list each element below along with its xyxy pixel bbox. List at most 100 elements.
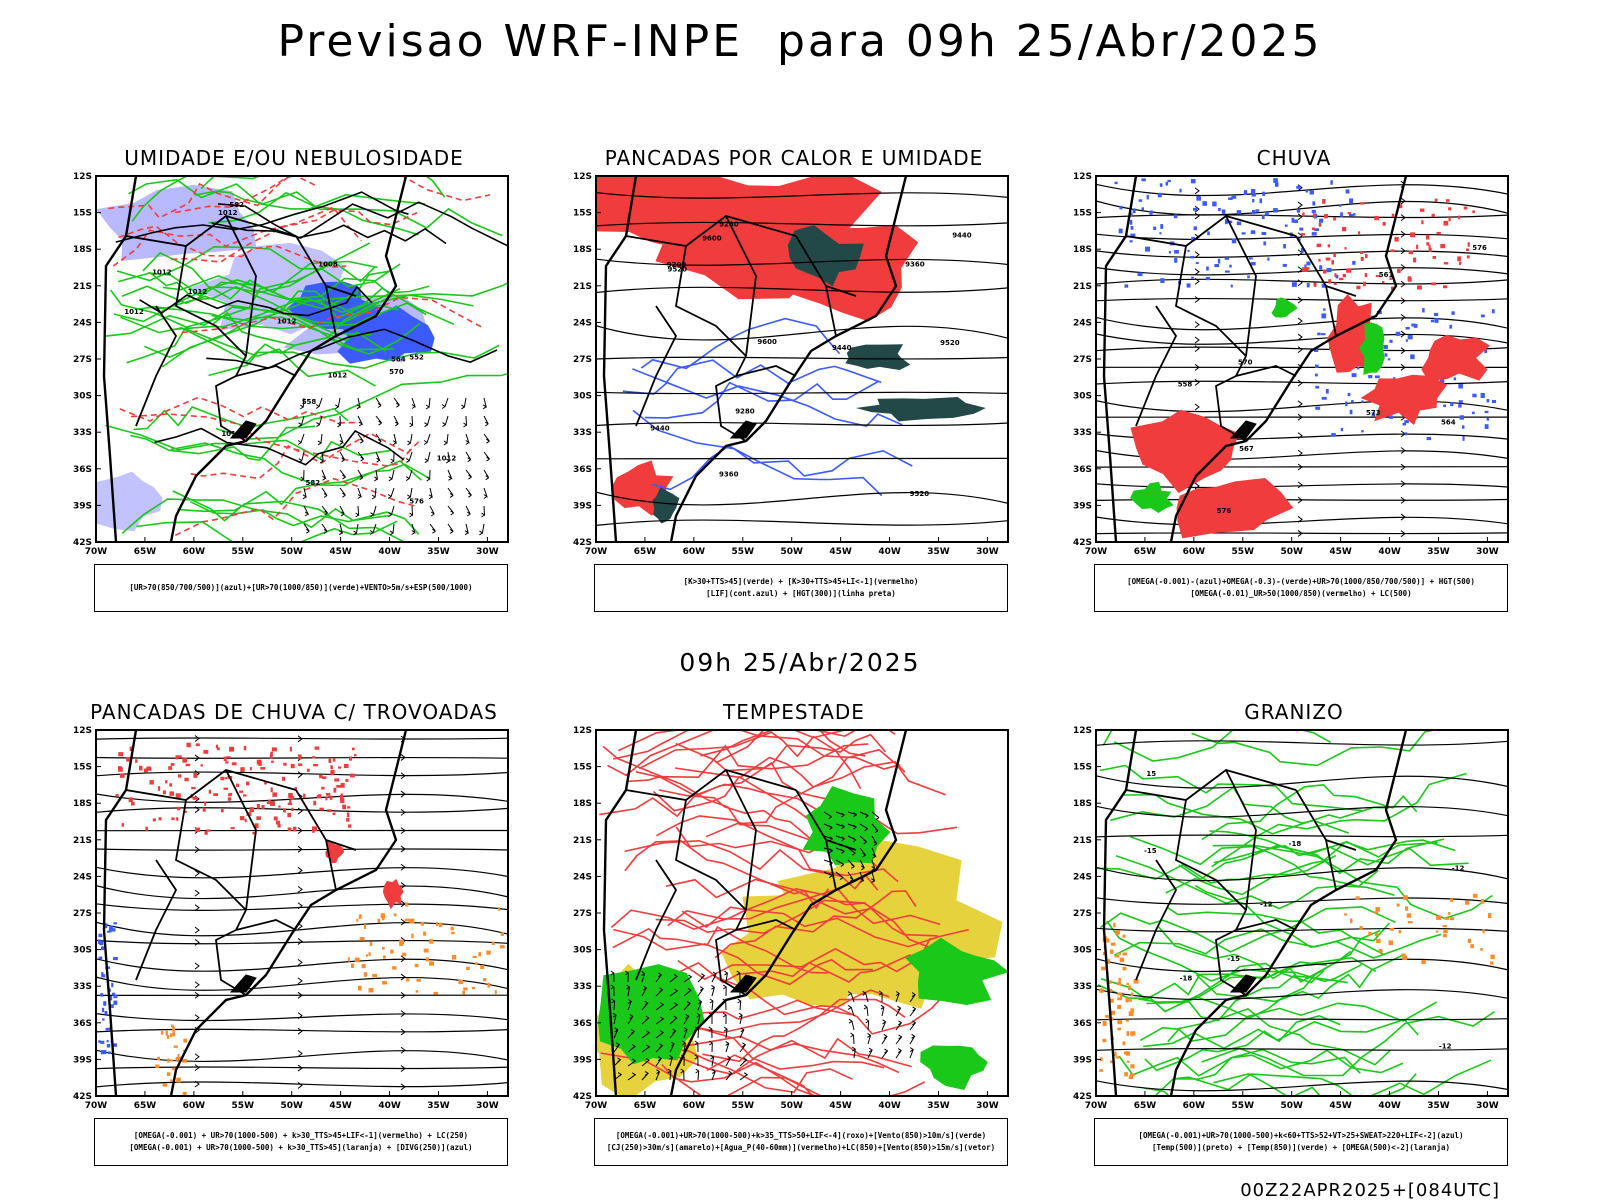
map-plot: -12-15-18-12-15-18-121512S15S18S21S24S27… xyxy=(1054,722,1534,1122)
omega-dot xyxy=(1344,913,1347,915)
omega-dot xyxy=(1160,224,1163,229)
lat-tick-label: 33S xyxy=(73,428,92,438)
lon-tick-label: 65W xyxy=(1134,1101,1157,1111)
lat-tick-label: 21S xyxy=(73,836,92,846)
rain-dot xyxy=(1435,199,1438,202)
temp-850-contour xyxy=(1174,1050,1403,1079)
temp-500-contour xyxy=(1096,867,1508,880)
rain-area xyxy=(1131,410,1240,493)
shower-dot xyxy=(487,983,490,988)
storm-dot xyxy=(319,808,323,811)
wind-vector xyxy=(466,452,471,462)
lat-tick-label: 36S xyxy=(1073,1019,1092,1029)
rain-dot xyxy=(1312,228,1315,231)
omega-dot xyxy=(1124,1072,1128,1076)
shower-dot xyxy=(436,922,438,926)
legend-line: [OMEGA(-0.001)+UR>70(1000-500)+k>35_TTS>… xyxy=(616,1130,986,1142)
storm-dot xyxy=(334,788,337,793)
lon-tick-label: 70W xyxy=(585,1101,608,1111)
shower-dot xyxy=(163,1084,167,1087)
omega-dot xyxy=(1285,225,1288,227)
shower-dot xyxy=(478,952,481,956)
omega-dot xyxy=(1169,251,1171,254)
wind-vector xyxy=(442,398,448,409)
legend-box: [K>30+TTS>45](verde) + [K>30+TTS>45+LI<-… xyxy=(594,564,1008,612)
wind-vector xyxy=(322,488,327,498)
omega-dot xyxy=(1389,940,1394,945)
omega-dot xyxy=(1321,333,1325,335)
omega-dot xyxy=(1273,208,1278,212)
omega-dot xyxy=(1434,313,1438,316)
shower-dot xyxy=(364,924,366,929)
omega-dot xyxy=(1481,393,1485,398)
lon-tick-label: 50W xyxy=(1280,547,1303,557)
lon-tick-label: 50W xyxy=(780,547,803,557)
storm-dot xyxy=(168,766,172,770)
shower-dot xyxy=(358,986,362,991)
lon-tick-label: 30W xyxy=(976,1101,999,1111)
contour-label: 582 xyxy=(229,201,244,209)
lat-tick-label: 24S xyxy=(1073,872,1092,882)
wind-vector xyxy=(376,398,381,408)
wind-vector xyxy=(394,398,399,407)
storm-dot xyxy=(239,791,243,793)
storm-dot xyxy=(224,757,227,761)
omega-dot xyxy=(1115,930,1120,934)
storm-dot xyxy=(274,817,278,821)
storm-dot xyxy=(291,808,293,811)
omega-dot xyxy=(1449,325,1452,329)
shower-dot xyxy=(451,927,454,931)
streamline-arrow xyxy=(1195,404,1199,410)
omega-dot xyxy=(1131,226,1134,230)
shower-dot xyxy=(170,1079,172,1081)
contour-label: 1012 xyxy=(188,288,208,296)
legend-line: [UR>70(850/700/500)](azul)+[UR>70(1000/8… xyxy=(129,582,472,594)
omega-dot xyxy=(1462,425,1464,428)
rain-dot xyxy=(1437,232,1441,235)
contour-label: 9280 xyxy=(735,408,755,416)
shower-dot xyxy=(355,958,360,963)
omega-dot xyxy=(1099,988,1103,992)
omega-dot xyxy=(1117,1005,1121,1009)
map-content: 1012101210121012101210081012101210125705… xyxy=(86,168,534,551)
omega-dot xyxy=(1142,207,1144,210)
storm-dot xyxy=(196,743,200,746)
storm-dot xyxy=(334,778,339,781)
shower-dot xyxy=(378,919,381,923)
wind-vector xyxy=(393,434,396,445)
rain-dot xyxy=(1331,260,1334,264)
lat-tick-label: 12S xyxy=(73,726,92,736)
omega-dot xyxy=(1349,214,1354,216)
temp-500-contour xyxy=(1096,898,1508,905)
storm-dot xyxy=(330,796,333,800)
rain-dot xyxy=(1328,279,1331,283)
shower-dot xyxy=(382,917,384,920)
omega-dot xyxy=(1443,934,1447,937)
omega-dot xyxy=(1317,333,1320,336)
rain-dot xyxy=(1348,212,1351,214)
omega-dot xyxy=(1389,340,1392,343)
storm-dot xyxy=(293,827,297,832)
streamline xyxy=(96,867,508,878)
storm-dot xyxy=(341,783,345,788)
contour-label: 9200 xyxy=(667,261,687,269)
shower-dot xyxy=(510,987,514,991)
omega-dot xyxy=(1483,929,1485,933)
wind-vector xyxy=(408,434,413,445)
precipitable-water-contour xyxy=(676,735,886,771)
shower-dot xyxy=(176,1057,180,1061)
lon-tick-label: 60W xyxy=(1183,547,1206,557)
shower-dot xyxy=(173,1032,176,1037)
lat-tick-label: 36S xyxy=(573,465,592,475)
thickness-contour xyxy=(191,433,419,478)
storm-dot xyxy=(171,763,175,766)
contour-label: 1012 xyxy=(437,454,457,462)
wind-vector xyxy=(358,416,362,426)
storm-dot xyxy=(336,785,341,788)
rain-dot xyxy=(1358,231,1360,234)
temp-500-contour xyxy=(1096,835,1508,837)
divergence-dot xyxy=(107,1044,110,1048)
storm-dot xyxy=(270,754,273,759)
shower-dot xyxy=(452,955,456,960)
